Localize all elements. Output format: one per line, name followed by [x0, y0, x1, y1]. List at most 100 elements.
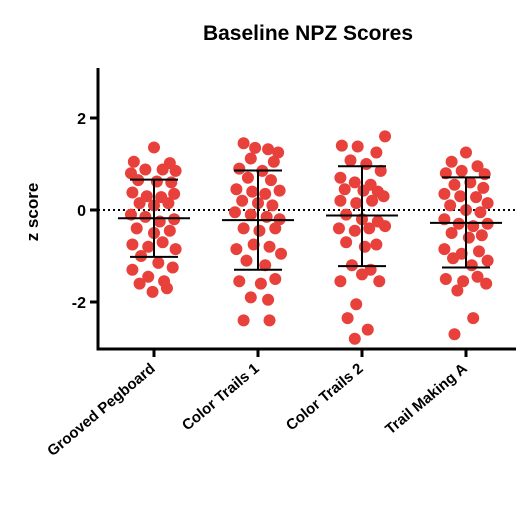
chart-title: Baseline NPZ Scores: [203, 22, 413, 45]
data-point: [348, 176, 361, 189]
data-point: [259, 187, 272, 200]
data-point: [474, 206, 487, 219]
data-point: [374, 164, 387, 177]
data-point: [253, 224, 266, 237]
data-point: [162, 197, 175, 210]
data-point: [266, 199, 279, 212]
data-point: [471, 270, 484, 283]
data-point: [139, 210, 152, 223]
y-tick-label: 0: [77, 203, 86, 220]
data-point: [230, 243, 243, 256]
data-point: [254, 277, 267, 290]
data-point: [373, 275, 386, 288]
data-point: [379, 220, 392, 233]
data-point: [142, 240, 155, 253]
x-category-label: Color Trails 1: [179, 360, 263, 434]
data-point: [269, 273, 282, 285]
data-point: [240, 254, 253, 267]
data-point: [377, 190, 390, 203]
data-point: [462, 231, 475, 244]
data-point: [481, 197, 494, 210]
x-category-label: Trail Making A: [382, 360, 471, 438]
data-point: [348, 224, 361, 237]
data-point: [126, 263, 139, 276]
data-point: [244, 208, 257, 221]
data-point: [445, 155, 458, 168]
data-point: [169, 164, 182, 177]
data-point: [438, 187, 451, 200]
data-point: [259, 259, 272, 272]
data-point: [264, 174, 277, 187]
data-point: [236, 194, 249, 207]
data-point: [156, 163, 169, 176]
data-point: [477, 181, 490, 194]
data-point: [237, 222, 250, 235]
data-point: [233, 275, 246, 288]
data-point: [139, 163, 152, 176]
data-point: [370, 238, 383, 251]
data-point: [273, 184, 286, 197]
data-point: [262, 293, 275, 306]
data-point: [341, 312, 354, 325]
data-point: [379, 130, 392, 143]
data-point: [163, 224, 176, 237]
data-point: [334, 171, 347, 184]
data-point: [358, 240, 371, 253]
data-point: [350, 298, 363, 311]
x-category-label: Color Trails 2: [283, 360, 367, 434]
data-point: [233, 162, 246, 175]
data-point: [451, 284, 464, 297]
data-point: [126, 186, 139, 199]
data-point: [148, 141, 160, 154]
data-point: [127, 155, 140, 168]
data-point: [460, 146, 472, 159]
data-point: [471, 160, 484, 173]
data-point: [249, 141, 262, 154]
data-point: [481, 254, 494, 267]
data-point: [133, 197, 146, 210]
data-point: [244, 152, 257, 165]
data-point: [472, 245, 485, 258]
data-point: [168, 187, 181, 200]
data-point: [228, 206, 241, 219]
data-point: [269, 222, 282, 235]
data-point: [351, 140, 364, 153]
data-point: [447, 252, 460, 265]
data-point: [332, 222, 345, 235]
y-tick-label: -2: [72, 295, 86, 312]
data-point: [246, 185, 259, 198]
data-point: [445, 227, 458, 239]
data-point: [470, 191, 483, 204]
data-point: [438, 243, 451, 256]
data-point: [465, 259, 478, 272]
data-point: [334, 194, 347, 207]
data-point: [160, 282, 173, 295]
data-point: [166, 261, 179, 274]
data-point: [156, 236, 169, 249]
data-point: [150, 175, 163, 188]
data-point: [350, 197, 363, 210]
data-point: [263, 240, 276, 253]
y-axis-label: z score: [23, 183, 42, 242]
data-point: [152, 256, 165, 269]
data-point: [366, 194, 379, 207]
data-point: [439, 167, 452, 180]
data-point: [142, 270, 155, 283]
data-point: [146, 285, 159, 298]
y-tick-label: 2: [77, 111, 86, 128]
data-point: [357, 184, 370, 197]
data-point: [448, 328, 461, 341]
data-point: [241, 171, 254, 184]
data-point: [338, 183, 351, 196]
data-point: [237, 137, 250, 150]
data-point: [439, 273, 452, 285]
data-point: [237, 314, 250, 327]
data-point: [454, 190, 467, 203]
data-point: [480, 277, 493, 290]
data-point: [272, 146, 285, 159]
data-point: [361, 323, 374, 336]
data-point: [348, 332, 361, 345]
data-point: [340, 236, 353, 249]
x-category-label: Grooved Pegboard: [44, 360, 158, 460]
data-point: [262, 143, 275, 156]
